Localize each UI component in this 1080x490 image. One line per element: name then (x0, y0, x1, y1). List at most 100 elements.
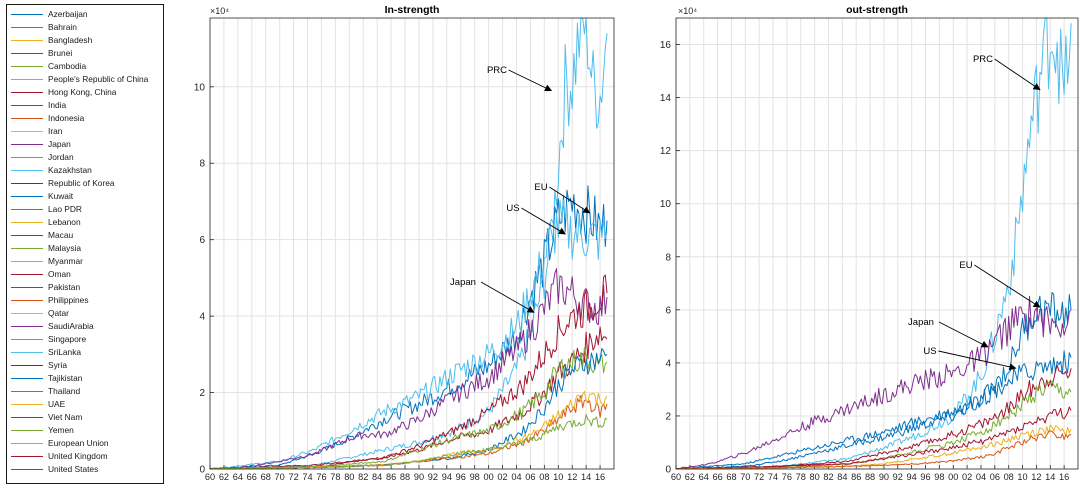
legend-item: Japan (7, 138, 163, 151)
legend-label: Malaysia (48, 243, 82, 253)
x-tick-label: 80 (344, 472, 354, 482)
legend-swatch (11, 170, 43, 171)
legend-swatch (11, 66, 43, 67)
x-tick-label: 78 (330, 472, 340, 482)
annotation-label: EU (534, 182, 547, 193)
legend-label: Macau (48, 230, 74, 240)
legend-item: Cambodia (7, 60, 163, 73)
legend-swatch (11, 430, 43, 431)
x-tick-label: 84 (372, 472, 382, 482)
legend-item: Myanmar (7, 255, 163, 268)
x-tick-label: 70 (275, 472, 285, 482)
x-tick-label: 92 (428, 472, 438, 482)
series-line (209, 268, 608, 470)
legend-item: Syria (7, 359, 163, 372)
legend-label: Indonesia (48, 113, 85, 123)
legend-item: UAE (7, 398, 163, 411)
series-line (676, 350, 1072, 470)
y-tick-label: 10 (660, 199, 672, 210)
legend-item: Qatar (7, 307, 163, 320)
legend-swatch (11, 339, 43, 340)
x-tick-label: 80 (810, 472, 820, 482)
x-tick-label: 72 (288, 472, 298, 482)
x-tick-label: 90 (414, 472, 424, 482)
x-tick-label: 06 (525, 472, 535, 482)
legend-swatch (11, 261, 43, 262)
series-line (209, 348, 608, 470)
x-tick-label: 94 (907, 472, 917, 482)
legend-swatch (11, 313, 43, 314)
legend-swatch (11, 79, 43, 80)
legend-label: Viet Nam (48, 412, 83, 422)
y-tick-label: 16 (660, 40, 672, 51)
legend-label: UAE (48, 399, 66, 409)
x-tick-label: 64 (233, 472, 243, 482)
x-tick-label: 12 (1031, 472, 1041, 482)
legend-swatch (11, 144, 43, 145)
legend-label: Brunei (48, 48, 73, 58)
y-tick-label: 8 (199, 159, 205, 170)
legend-label: Kuwait (48, 191, 74, 201)
legend-swatch (11, 300, 43, 301)
x-tick-label: 06 (990, 472, 1000, 482)
x-tick-label: 62 (685, 472, 695, 482)
x-tick-label: 04 (511, 472, 521, 482)
annotation-arrow (521, 207, 567, 235)
legend-label: Singapore (48, 334, 87, 344)
y-tick-label: 12 (660, 146, 672, 157)
legend-label: Pakistan (48, 282, 81, 292)
legend-label: Cambodia (48, 61, 87, 71)
legend-item: Kuwait (7, 190, 163, 203)
annotation-label: US (923, 346, 936, 357)
legend-swatch (11, 352, 43, 353)
legend-swatch (11, 391, 43, 392)
x-tick-label: 60 (671, 472, 681, 482)
legend-label: Japan (48, 139, 71, 149)
x-tick-label: 66 (247, 472, 257, 482)
x-tick-label: 08 (539, 472, 549, 482)
legend-label: Qatar (48, 308, 69, 318)
x-tick-label: 88 (865, 472, 875, 482)
legend-item: Republic of Korea (7, 177, 163, 190)
x-tick-label: 88 (400, 472, 410, 482)
legend-item: United States (7, 463, 163, 476)
legend-swatch (11, 209, 43, 210)
legend-swatch (11, 378, 43, 379)
legend-swatch (11, 118, 43, 119)
x-tick-label: 08 (1004, 472, 1014, 482)
annotation-arrow (480, 281, 535, 313)
x-tick-label: 74 (768, 472, 778, 482)
legend-label: Bangladesh (48, 35, 93, 45)
axis-exponent-label: ×10⁴ (210, 6, 229, 16)
legend-item: Lao PDR (7, 203, 163, 216)
y-tick-label: 8 (665, 252, 671, 263)
legend-item: SriLanka (7, 346, 163, 359)
legend-swatch (11, 443, 43, 444)
legend-item: Macau (7, 229, 163, 242)
x-tick-label: 82 (823, 472, 833, 482)
plot-area-frame (675, 17, 1079, 470)
series-line (676, 424, 1072, 470)
x-tick-label: 10 (553, 472, 563, 482)
legend-item: Lebanon (7, 216, 163, 229)
legend-item: People's Republic of China (7, 73, 163, 86)
legend-label: United States (48, 464, 99, 474)
annotation-arrow (549, 186, 591, 214)
legend-swatch (11, 326, 43, 327)
x-tick-label: 72 (754, 472, 764, 482)
legend-label: Lao PDR (48, 204, 82, 214)
legend-swatch (11, 27, 43, 28)
legend-item: European Union (7, 437, 163, 450)
y-tick-label: 4 (665, 358, 671, 369)
annotation-label: PRC (487, 65, 507, 76)
series-line (210, 274, 608, 470)
legend-item: Bahrain (7, 21, 163, 34)
legend-label: Thailand (48, 386, 81, 396)
legend-item: Viet Nam (7, 411, 163, 424)
legend-item: Malaysia (7, 242, 163, 255)
x-tick-label: 14 (1045, 472, 1055, 482)
x-tick-label: 14 (581, 472, 591, 482)
legend-label: SriLanka (48, 347, 82, 357)
legend-swatch (11, 248, 43, 249)
